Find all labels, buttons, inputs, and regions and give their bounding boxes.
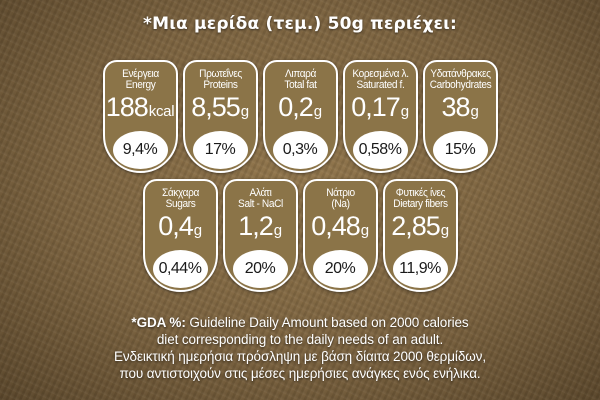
gda-percent: 9,4% (112, 131, 168, 169)
gda-percent: 0,44% (152, 250, 208, 288)
nutrient-unit: g (400, 103, 409, 120)
gda-percent: 20% (232, 250, 288, 288)
nutrient-unit: g (313, 103, 322, 120)
nutrient-unit: g (193, 222, 202, 239)
nutrient-card-dietary-fibers: Φυτικές ίνες Dietary fibers 2,85g 11,9% (382, 179, 458, 292)
nutrient-card-sugars: Σάκχαρα Sugars 0,4g 0,44% (142, 179, 218, 292)
nutrient-name-en: Total fat (283, 79, 317, 91)
nutrient-unit: g (440, 222, 449, 239)
nutrient-row-2: Σάκχαρα Sugars 0,4g 0,44% Αλάτι Salt - NaC… (0, 179, 600, 292)
nutrient-value: 0,4 (158, 211, 194, 241)
nutrient-card-carbohydrates: Υδατάνθρακες Carbohydrates 38g 15% (422, 60, 498, 173)
nutrient-value: 38 (441, 92, 470, 122)
footnote-line-3: Ενδεικτική ημερήσια πρόσληψη με βάση δία… (114, 349, 486, 364)
nutrient-name-gr: Νάτριο (325, 187, 355, 199)
nutrient-card-saturated-fat: Κορεσμένα λ. Saturated f. 0,17g 0,58% (342, 60, 418, 173)
nutrient-name-en: Energy (125, 79, 155, 91)
serving-title: *Μια μερίδα (τεμ.) 50g περιέχει: (143, 14, 457, 34)
gda-prefix: *GDA %: (131, 315, 186, 330)
nutrient-unit: g (273, 222, 282, 239)
gda-percent: 17% (192, 131, 248, 169)
nutrient-value: 188 (105, 92, 149, 122)
nutrient-name-en: (Na) (330, 198, 350, 210)
nutrient-value: 2,85 (391, 211, 441, 241)
nutrient-name-en: Saturated f. (356, 79, 404, 91)
nutrient-value: 0,48 (311, 211, 361, 241)
nutrient-unit: kcal (148, 103, 175, 120)
nutrient-value: 0,17 (351, 92, 401, 122)
nutrient-name-en: Salt - NaCl (237, 198, 283, 210)
nutrient-name-gr: Σάκχαρα (161, 187, 199, 199)
nutrient-unit: g (240, 103, 249, 120)
nutrient-name-en: Dietary fibers (392, 198, 448, 210)
nutrient-card-proteins: Πρωτεΐνες Proteins 8,55g 17% (182, 60, 258, 173)
nutrient-name-en: Proteins (202, 79, 238, 91)
nutrient-name-en: Carbohydrates (429, 79, 491, 91)
footnote-line-2: diet corresponding to the daily needs of… (156, 332, 444, 347)
footnote-line-1: Guideline Daily Amount based on 2000 cal… (189, 315, 469, 330)
nutrient-name-en: Sugars (165, 198, 195, 210)
nutrient-row-1: Ενέργεια Energy 188kcal 9,4% Πρωτεΐνες Pro… (0, 60, 600, 173)
nutrient-unit: g (360, 222, 369, 239)
nutrient-value: 0,2 (278, 92, 314, 122)
gda-percent: 11,9% (392, 250, 448, 288)
nutrient-name-gr: Ενέργεια (121, 68, 159, 80)
nutrient-name-gr: Πρωτεΐνες (198, 68, 242, 80)
nutrient-card-total-fat: Λιπαρά Total fat 0,2g 0,3% (262, 60, 338, 173)
gda-footnote: *GDA %: Guideline Daily Amount based on … (0, 314, 600, 382)
nutrient-name-gr: Υδατάνθρακες (429, 68, 491, 80)
gda-percent: 15% (432, 131, 488, 169)
gda-percent: 20% (312, 250, 368, 288)
gda-percent: 0,3% (272, 131, 328, 169)
nutrient-card-sodium: Νάτριο (Na) 0,48g 20% (302, 179, 378, 292)
nutrient-name-gr: Αλάτι (249, 187, 271, 199)
nutrient-value: 1,2 (238, 211, 274, 241)
nutrient-name-gr: Κορεσμένα λ. (351, 68, 409, 80)
nutrient-name-gr: Φυτικές ίνες (395, 187, 445, 199)
nutrient-value: 8,55 (191, 92, 241, 122)
nutrient-unit: g (470, 103, 479, 120)
gda-percent: 0,58% (352, 131, 408, 169)
nutrient-card-salt: Αλάτι Salt - NaCl 1,2g 20% (222, 179, 298, 292)
nutrient-card-energy: Ενέργεια Energy 188kcal 9,4% (102, 60, 178, 173)
nutrient-name-gr: Λιπαρά (284, 68, 316, 80)
footnote-line-4: που αντιστοιχούν στις μέσες ημερήσιες αν… (119, 366, 481, 381)
